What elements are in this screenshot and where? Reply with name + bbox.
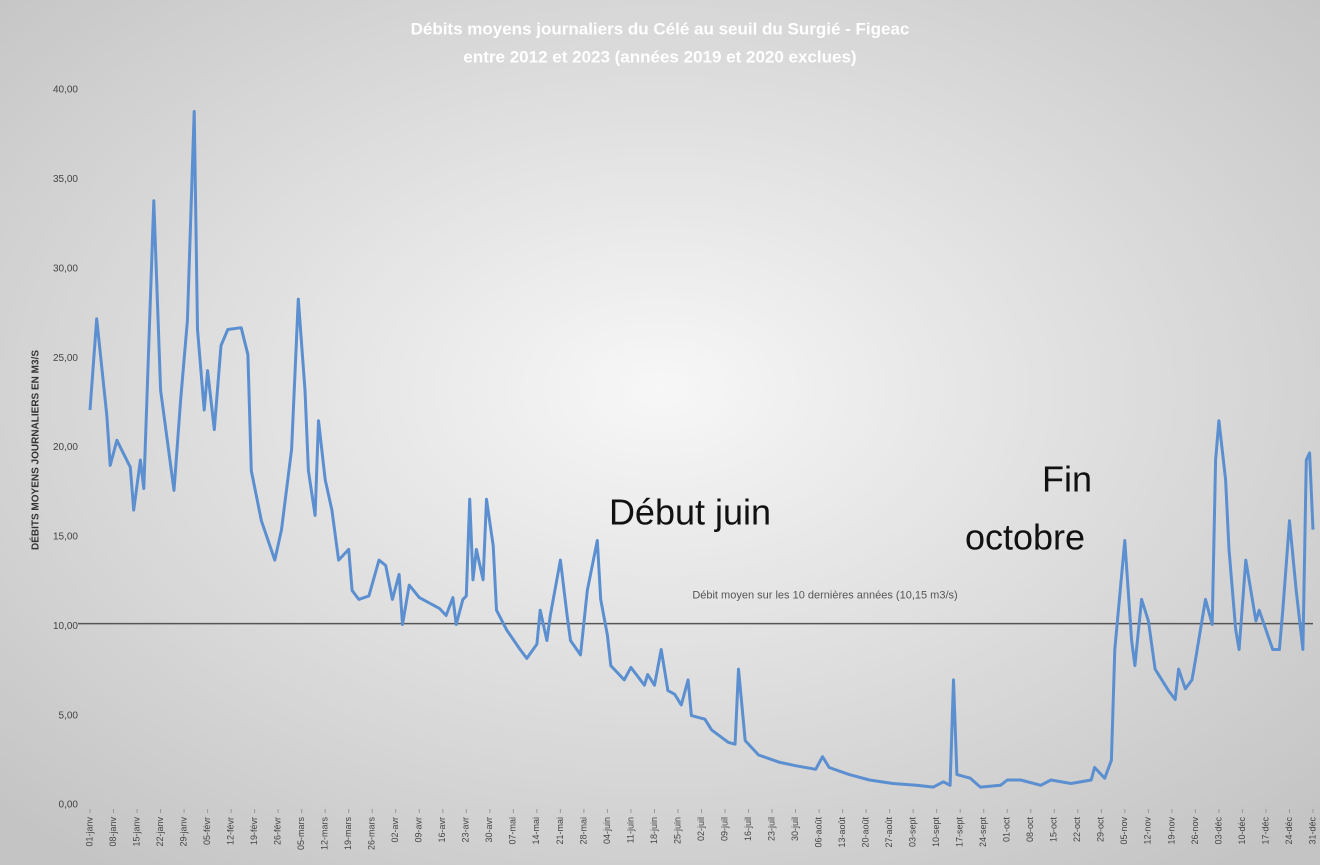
x-tick-label: 21-mai: [555, 817, 565, 845]
x-tick-label: 27-août: [884, 817, 894, 848]
x-tick-label: 22-janv: [155, 817, 165, 847]
x-tick-label: 24-sept: [978, 817, 988, 848]
x-tick-label: 23-avr: [461, 817, 471, 843]
x-tick-label: 05-mars: [296, 817, 306, 851]
y-tick-label: 5,00: [59, 710, 79, 721]
x-tick-label: 12-mars: [320, 817, 330, 851]
x-tick-label: 10-déc: [1237, 817, 1247, 845]
x-tick-label: 02-avr: [390, 817, 400, 843]
annotation: octobre: [965, 517, 1085, 558]
x-tick-label: 19-févr: [249, 817, 259, 845]
x-tick-label: 31-déc: [1307, 817, 1317, 845]
x-tick-label: 16-avr: [437, 817, 447, 843]
y-tick-label: 25,00: [53, 353, 78, 364]
x-tick-label: 24-déc: [1284, 817, 1294, 845]
x-tick-label: 05-févr: [202, 817, 212, 845]
x-tick-label: 15-oct: [1049, 817, 1059, 843]
x-tick-label: 22-oct: [1072, 817, 1082, 843]
x-tick-label: 30-juil: [790, 817, 800, 841]
x-tick-label: 20-août: [861, 817, 871, 848]
x-tick-label: 08-oct: [1025, 817, 1035, 843]
y-tick-label: 35,00: [53, 174, 78, 185]
x-tick-label: 17-sept: [955, 817, 965, 848]
x-tick-label: 19-nov: [1166, 817, 1176, 845]
x-tick-label: 26-mars: [367, 817, 377, 851]
x-tick-label: 29-oct: [1096, 817, 1106, 843]
x-tick-label: 18-juin: [649, 817, 659, 844]
x-tick-label: 14-mai: [531, 817, 541, 845]
x-tick-label: 03-déc: [1213, 817, 1223, 845]
x-tick-label: 07-mai: [508, 817, 518, 845]
y-tick-label: 20,00: [53, 442, 78, 453]
x-tick-label: 03-sept: [908, 817, 918, 848]
x-tick-label: 12-févr: [225, 817, 235, 845]
y-tick-label: 30,00: [53, 263, 78, 274]
x-tick-label: 15-janv: [131, 817, 141, 847]
annotation: Début juin: [609, 492, 771, 533]
x-tick-label: 19-mars: [343, 817, 353, 851]
x-tick-label: 26-févr: [273, 817, 283, 845]
chart-title: Débits moyens journaliers du Célé au seu…: [411, 19, 910, 38]
reference-label: Débit moyen sur les 10 dernières années …: [692, 589, 957, 601]
y-tick-label: 10,00: [53, 621, 78, 632]
x-tick-label: 29-janv: [178, 817, 188, 847]
x-tick-label: 04-juin: [602, 817, 612, 844]
x-tick-label: 28-mai: [578, 817, 588, 845]
y-tick-label: 40,00: [53, 85, 78, 96]
x-tick-label: 10-sept: [931, 817, 941, 848]
x-tick-label: 26-nov: [1190, 817, 1200, 845]
x-tick-label: 12-nov: [1143, 817, 1153, 845]
x-tick-label: 30-avr: [484, 817, 494, 843]
y-axis-label: DÉBITS MOYENS JOURNALIERS EN M3/S: [29, 350, 42, 550]
x-tick-label: 16-juil: [743, 817, 753, 841]
data-line: [88, 110, 1315, 789]
y-tick-label: 15,00: [53, 532, 78, 543]
x-tick-label: 06-août: [813, 817, 823, 848]
x-tick-label: 09-juil: [719, 817, 729, 841]
x-tick-label: 23-juil: [766, 817, 776, 841]
x-tick-label: 13-août: [837, 817, 847, 848]
x-tick-label: 09-avr: [414, 817, 424, 843]
x-tick-label: 11-juin: [625, 817, 635, 843]
x-tick-label: 25-juin: [672, 817, 682, 844]
chart-title: entre 2012 et 2023 (années 2019 et 2020 …: [463, 47, 856, 66]
x-tick-label: 05-nov: [1119, 817, 1129, 845]
annotation: Fin: [1042, 459, 1092, 500]
x-tick-label: 17-déc: [1260, 817, 1270, 845]
y-tick-label: 0,00: [59, 800, 79, 811]
x-tick-label: 02-juil: [696, 817, 706, 841]
x-tick-label: 01-oct: [1002, 817, 1012, 843]
x-tick-label: 01-janv: [84, 817, 94, 847]
x-tick-label: 08-janv: [108, 817, 118, 847]
